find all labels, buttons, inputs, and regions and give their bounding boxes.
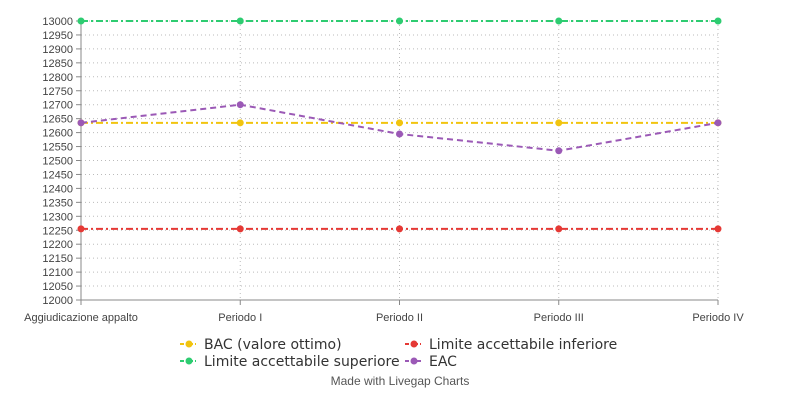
data-point[interactable] bbox=[237, 18, 244, 25]
data-point[interactable] bbox=[396, 119, 403, 126]
x-tick-label: Periodo II bbox=[376, 312, 423, 324]
data-point[interactable] bbox=[78, 119, 85, 126]
x-tick-labels: Aggiudicazione appalto Periodo I Periodo I… bbox=[24, 312, 744, 324]
legend-label: BAC (valore ottimo) bbox=[204, 337, 342, 353]
y-tick-label: 12250 bbox=[42, 225, 73, 237]
credit-text[interactable]: Made with Livegap Charts bbox=[331, 374, 470, 388]
legend-swatch-marker bbox=[186, 358, 193, 365]
legend-item[interactable]: BAC (valore ottimo) bbox=[180, 337, 342, 353]
axes: 12000 12050 12100 12150 12200 12250 12300 12350… bbox=[42, 16, 718, 307]
data-point[interactable] bbox=[78, 225, 85, 232]
y-tick-label: 12900 bbox=[42, 44, 73, 56]
legend-item[interactable]: Limite accettabile inferiore bbox=[405, 337, 617, 353]
data-point[interactable] bbox=[715, 225, 722, 232]
y-tick-label: 12450 bbox=[42, 169, 73, 181]
grid bbox=[81, 21, 718, 300]
y-tick-label: 12650 bbox=[42, 114, 73, 126]
y-tick-label: 12550 bbox=[42, 142, 73, 154]
series-bac-valore-ottimo bbox=[78, 119, 722, 126]
y-tick-label: 12100 bbox=[42, 267, 73, 279]
y-tick-label: 12000 bbox=[42, 295, 73, 307]
x-tick-label: Periodo IV bbox=[692, 312, 744, 324]
y-tick-label: 12150 bbox=[42, 253, 73, 265]
data-point[interactable] bbox=[715, 119, 722, 126]
y-tick-label: 12300 bbox=[42, 211, 73, 223]
legend-item[interactable]: Limite accettabile superiore bbox=[180, 354, 400, 370]
y-tick-label: 12750 bbox=[42, 86, 73, 98]
series-line bbox=[81, 105, 718, 151]
legend-swatch-marker bbox=[411, 358, 418, 365]
data-point[interactable] bbox=[237, 101, 244, 108]
legend-swatch-marker bbox=[186, 341, 193, 348]
x-tick-label: Aggiudicazione appalto bbox=[24, 312, 138, 324]
data-point[interactable] bbox=[555, 18, 562, 25]
y-tick-label: 12850 bbox=[42, 58, 73, 70]
legend-item[interactable]: EAC bbox=[405, 354, 457, 370]
y-tick-label: 12400 bbox=[42, 183, 73, 195]
data-point[interactable] bbox=[715, 18, 722, 25]
data-point[interactable] bbox=[396, 18, 403, 25]
legend-label: EAC bbox=[429, 354, 457, 370]
data-point[interactable] bbox=[396, 225, 403, 232]
data-point[interactable] bbox=[237, 119, 244, 126]
series-limite-accettabile-inferiore bbox=[78, 225, 722, 232]
y-tick-label: 12500 bbox=[42, 156, 73, 168]
y-tick-label: 13000 bbox=[42, 16, 73, 28]
y-tick-label: 12050 bbox=[42, 281, 73, 293]
data-point[interactable] bbox=[396, 130, 403, 137]
data-point[interactable] bbox=[78, 18, 85, 25]
legend-label: Limite accettabile superiore bbox=[204, 354, 400, 370]
x-tick-label: Periodo I bbox=[218, 312, 262, 324]
y-tick-label: 12350 bbox=[42, 197, 73, 209]
y-tick-label: 12800 bbox=[42, 72, 73, 84]
y-tick-label: 12950 bbox=[42, 30, 73, 42]
series-limite-accettabile-superiore bbox=[78, 18, 722, 25]
legend-swatch-marker bbox=[411, 341, 418, 348]
data-point[interactable] bbox=[555, 147, 562, 154]
legend[interactable]: BAC (valore ottimo) Limite accettabile in… bbox=[180, 337, 617, 370]
data-point[interactable] bbox=[555, 119, 562, 126]
data-point[interactable] bbox=[555, 225, 562, 232]
x-tick-label: Periodo III bbox=[534, 312, 584, 324]
legend-label: Limite accettabile inferiore bbox=[429, 337, 617, 353]
y-tick-label: 12600 bbox=[42, 128, 73, 140]
y-tick-label: 12200 bbox=[42, 239, 73, 251]
y-tick-label: 12700 bbox=[42, 100, 73, 112]
data-point[interactable] bbox=[237, 225, 244, 232]
